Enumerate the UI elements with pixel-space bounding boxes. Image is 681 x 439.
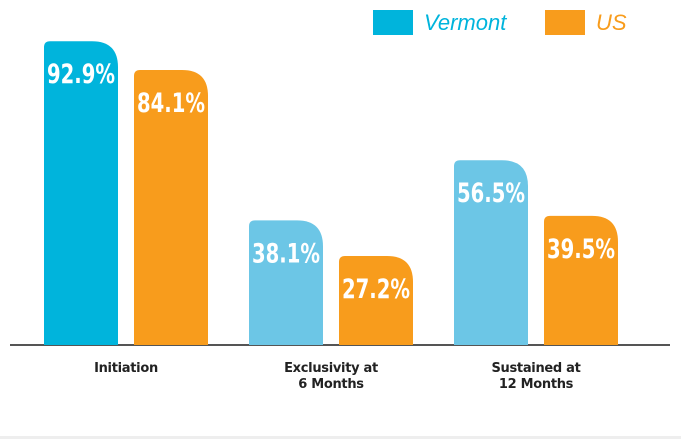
bar	[249, 220, 323, 345]
value-label: 38.1%	[252, 238, 320, 269]
legend-label: US	[596, 10, 627, 35]
value-label: 56.5%	[457, 178, 525, 209]
value-label: 84.1%	[137, 88, 205, 119]
bar	[134, 69, 208, 346]
bar	[44, 41, 118, 345]
x-tick-label: Initiation	[94, 361, 158, 376]
bar	[339, 256, 413, 345]
bottom-rule	[0, 436, 681, 439]
value-label: 27.2%	[342, 274, 410, 305]
value-label: 39.5%	[547, 234, 615, 265]
x-tick-label: Sustained at 12 Months	[491, 361, 581, 392]
legend-swatch	[545, 10, 585, 35]
legend-swatch	[373, 10, 413, 35]
x-tick-label: Exclusivity at 6 Months	[284, 361, 378, 392]
legend-label: Vermont	[424, 10, 507, 35]
bar	[454, 160, 528, 345]
value-label: 92.9%	[47, 59, 115, 90]
bar	[544, 215, 618, 345]
